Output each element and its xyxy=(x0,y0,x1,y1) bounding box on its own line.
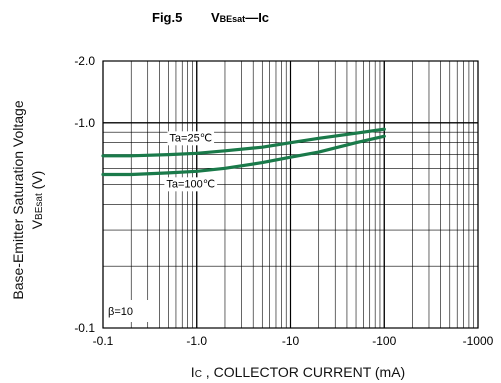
x-axis-title: IC , COLLECTOR CURRENT (mA) xyxy=(191,364,405,380)
quantity-subscript: BEsat xyxy=(219,14,246,24)
x-tick-label: -0.1 xyxy=(93,334,114,348)
y-tick-labels: -0.1 -1.0 -2.0 xyxy=(74,54,95,335)
beta-label: β=10 xyxy=(108,306,133,318)
chart-quantity-title: VBEsat—Ic xyxy=(211,10,269,25)
x-tick-label: -10 xyxy=(282,334,300,348)
quantity-rest: —Ic xyxy=(245,10,270,25)
series-labels: Ta=25℃ Ta=100℃ xyxy=(164,131,218,192)
quantity-main: V xyxy=(211,10,220,25)
data-series xyxy=(101,127,386,177)
grid-lines xyxy=(102,60,479,329)
beta-annotation: β=10 xyxy=(104,300,150,322)
x-tick-labels: -0.1 -1.0 -10 -100 -1000 xyxy=(93,334,494,348)
figure-number: Fig.5 xyxy=(152,10,183,25)
chart-title-block: Fig.5 VBEsat—Ic xyxy=(0,10,501,32)
plot-frame xyxy=(102,60,479,329)
series-line-0 xyxy=(101,127,386,158)
y-tick-label: -0.1 xyxy=(74,321,95,335)
y-tick-label: -1.0 xyxy=(74,116,95,130)
x-tick-label: -1.0 xyxy=(186,334,207,348)
series-label-bg-1 xyxy=(164,177,218,192)
series-label-1: Ta=100℃ xyxy=(166,178,215,190)
series-label-bg-0 xyxy=(167,131,215,146)
x-tick-label: -1000 xyxy=(463,334,494,348)
series-line-1 xyxy=(101,134,386,177)
y-tick-label: -2.0 xyxy=(74,54,95,68)
y-axis-title-line2: VBEsat (V) xyxy=(29,171,45,230)
x-tick-label: -100 xyxy=(372,334,396,348)
series-label-0: Ta=25℃ xyxy=(169,132,212,144)
y-axis-title-line1: Base-Emitter Saturation Voltage xyxy=(10,100,26,299)
